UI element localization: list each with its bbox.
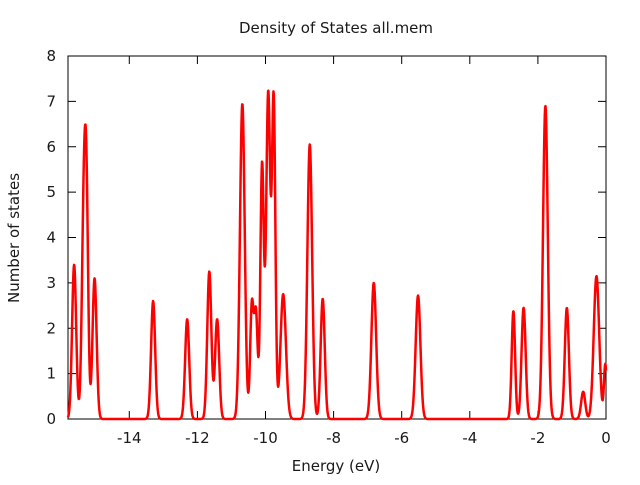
x-tick-label: -2 bbox=[530, 429, 545, 447]
x-tick-label: -4 bbox=[462, 429, 477, 447]
y-tick-label: 3 bbox=[46, 274, 56, 292]
y-tick-label: 7 bbox=[46, 92, 56, 110]
y-tick-label: 0 bbox=[46, 410, 56, 428]
plot-area bbox=[66, 89, 608, 421]
y-axis-label: Number of states bbox=[5, 173, 23, 303]
x-tick-label: -14 bbox=[117, 429, 142, 447]
chart-title: Density of States all.mem bbox=[239, 19, 433, 37]
x-tick-label: -6 bbox=[394, 429, 409, 447]
x-tick-label: -12 bbox=[185, 429, 210, 447]
x-axis-label: Energy (eV) bbox=[292, 457, 380, 475]
y-tick-label: 8 bbox=[46, 47, 56, 65]
y-tick-label: 5 bbox=[46, 183, 56, 201]
x-tick-label: -10 bbox=[253, 429, 278, 447]
y-tick-label: 6 bbox=[46, 138, 56, 156]
x-tick-label: -8 bbox=[326, 429, 341, 447]
x-tick-label: 0 bbox=[601, 429, 611, 447]
y-tick-label: 2 bbox=[46, 319, 56, 337]
y-tick-label: 1 bbox=[46, 365, 56, 383]
dos-series-line bbox=[66, 89, 608, 421]
y-tick-label: 4 bbox=[46, 229, 56, 247]
y-axis: 0 1 2 3 4 5 6 7 8 bbox=[46, 47, 606, 428]
x-axis: -14 -12 -10 -8 -6 -4 -2 0 bbox=[117, 56, 611, 447]
